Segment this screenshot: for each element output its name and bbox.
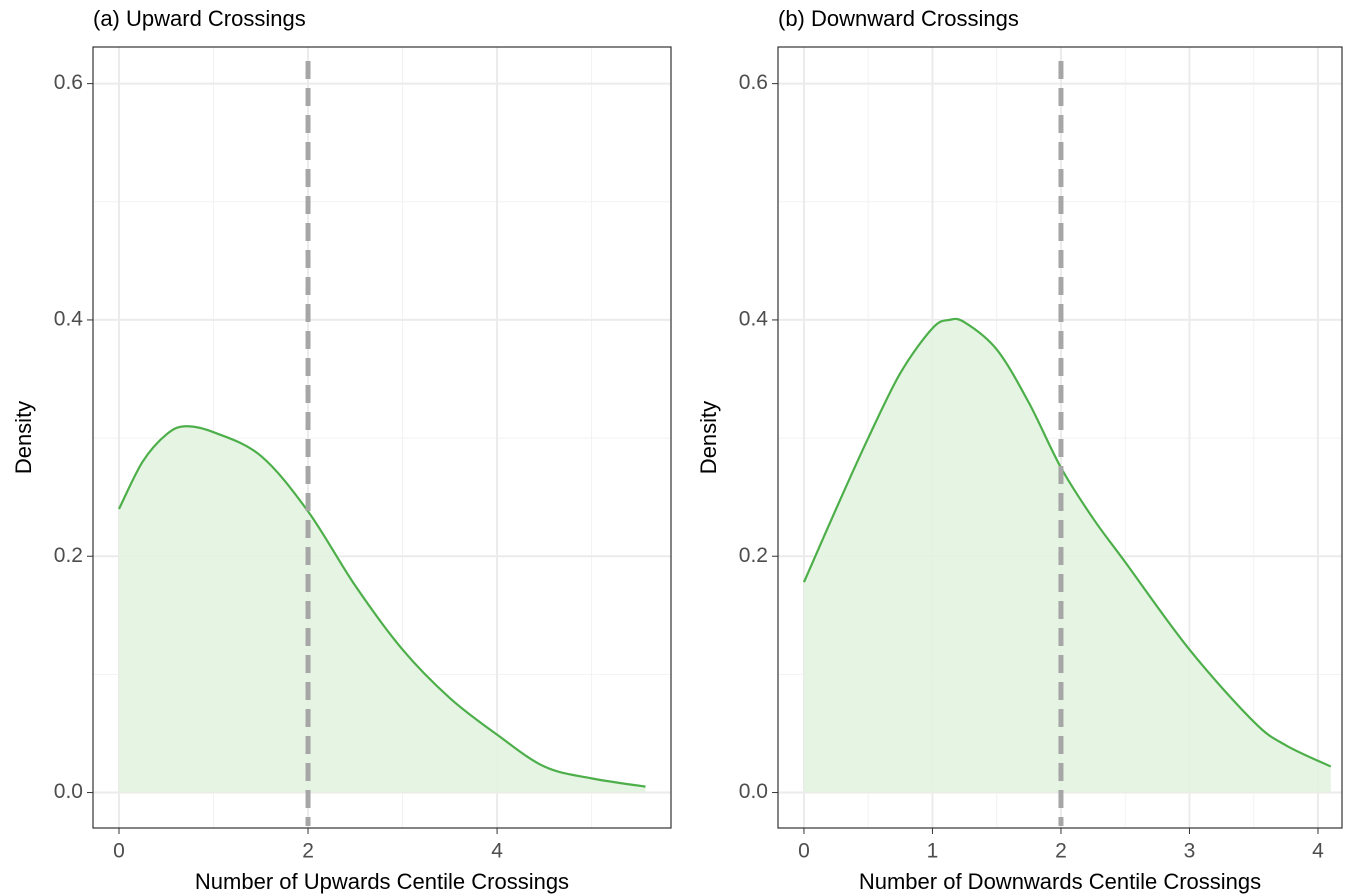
x-tick-label: 4 <box>1312 840 1324 863</box>
x-axis-label: Number of Downwards Centile Crossings <box>859 869 1261 894</box>
x-tick-label: 0 <box>798 840 810 863</box>
y-tick-label: 0.2 <box>54 544 83 567</box>
y-tick-label: 0.6 <box>739 71 768 94</box>
plot-border <box>777 46 1343 829</box>
plot-border <box>92 46 672 829</box>
y-axis-label: Density <box>696 401 721 474</box>
y-tick-label: 0.4 <box>739 307 769 330</box>
density-line <box>118 425 646 788</box>
y-tick-label: 0.0 <box>739 780 768 803</box>
x-tick-label: 1 <box>927 840 939 863</box>
x-tick-label: 4 <box>491 840 503 863</box>
density-area <box>803 318 1331 793</box>
x-tick-label: 0 <box>113 840 125 863</box>
chart-title: (b) Downward Crossings <box>778 6 1019 31</box>
y-tick-label: 0.4 <box>54 307 84 330</box>
x-tick-label: 2 <box>1055 840 1067 863</box>
y-axis-label: Density <box>11 401 36 474</box>
density-line <box>802 317 1332 768</box>
y-tick-label: 0.6 <box>54 71 83 94</box>
y-tick-label: 0.0 <box>54 780 83 803</box>
x-axis-label: Number of Upwards Centile Crossings <box>195 869 569 894</box>
x-tick-label: 3 <box>1184 840 1196 863</box>
y-tick-label: 0.2 <box>739 544 768 567</box>
density-area <box>118 426 646 793</box>
chart-title: (a) Upward Crossings <box>93 6 306 31</box>
x-tick-label: 2 <box>302 840 314 863</box>
